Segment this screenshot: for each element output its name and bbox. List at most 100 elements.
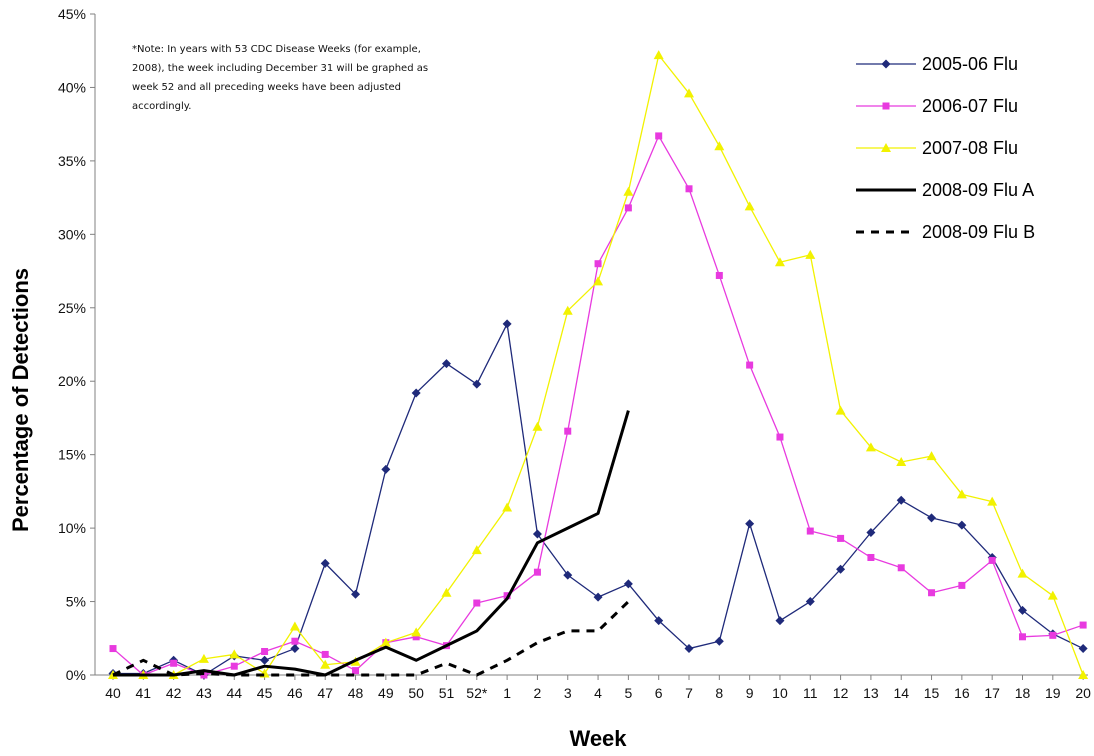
x-tick-label: 41 xyxy=(136,685,152,701)
data-point xyxy=(533,568,541,576)
data-point xyxy=(441,359,451,369)
data-point xyxy=(956,489,967,499)
x-tick-label: 11 xyxy=(803,685,818,701)
data-point xyxy=(805,249,816,259)
data-point xyxy=(835,405,846,415)
legend-label: 2006-07 Flu xyxy=(922,96,1018,116)
data-point xyxy=(926,451,937,461)
data-point xyxy=(896,457,907,467)
data-point xyxy=(593,592,603,602)
data-point xyxy=(563,570,573,580)
data-point xyxy=(321,650,329,658)
data-point xyxy=(441,587,452,597)
data-point xyxy=(109,645,117,653)
x-tick-label: 40 xyxy=(105,685,121,701)
data-point xyxy=(352,667,360,675)
note-line: accordingly. xyxy=(132,101,191,112)
data-point xyxy=(624,204,632,212)
data-point xyxy=(380,637,391,647)
data-point xyxy=(260,655,270,665)
data-point xyxy=(867,553,875,561)
data-point xyxy=(320,659,331,669)
legend-item: 2005-06 Flu xyxy=(856,54,1018,74)
data-point xyxy=(593,276,604,286)
data-point xyxy=(411,388,421,398)
y-tick-label: 45% xyxy=(58,6,86,22)
data-point xyxy=(471,545,482,555)
data-point xyxy=(744,201,755,211)
y-tick-label: 35% xyxy=(58,153,86,169)
legend-marker xyxy=(882,102,890,110)
x-tick-label: 2 xyxy=(534,685,542,701)
data-point xyxy=(1017,568,1028,578)
data-point xyxy=(502,319,512,329)
y-axis-title: Percentage of Detections xyxy=(8,268,33,532)
legend-label: 2008-09 Flu A xyxy=(922,180,1034,200)
data-point xyxy=(745,519,755,529)
data-point xyxy=(623,186,634,196)
data-point xyxy=(837,534,845,542)
data-point xyxy=(896,495,906,505)
data-point xyxy=(1049,631,1057,639)
data-point xyxy=(532,421,543,431)
series-0 xyxy=(108,319,1088,680)
data-point xyxy=(198,653,209,663)
data-point xyxy=(774,257,785,267)
x-tick-label: 9 xyxy=(746,685,754,701)
x-tick-label: 7 xyxy=(685,685,693,701)
data-point xyxy=(290,644,300,654)
x-tick-label: 15 xyxy=(924,685,940,701)
legend-label: 2007-08 Flu xyxy=(922,138,1018,158)
data-point xyxy=(866,528,876,538)
data-point xyxy=(684,644,694,654)
legend-item: 2007-08 Flu xyxy=(856,138,1018,158)
data-point xyxy=(715,271,723,279)
data-point xyxy=(746,361,754,369)
data-point xyxy=(655,132,663,140)
x-axis-ticks: 40 41 42 43 44 45 46 47 48 49 50 51 52* 1 2 3 4 5 6 7 8 9 10 11… xyxy=(105,675,1091,701)
x-tick-label: 13 xyxy=(863,685,879,701)
y-tick-label: 10% xyxy=(58,520,86,536)
y-tick-label: 30% xyxy=(58,226,86,242)
series-line xyxy=(112,600,630,677)
x-tick-label: 12 xyxy=(833,685,849,701)
note-line: 2008), the week including December 31 wi… xyxy=(132,63,428,74)
data-point xyxy=(714,141,725,151)
x-tick-label: 49 xyxy=(378,685,394,701)
x-tick-label: 45 xyxy=(257,685,273,701)
x-tick-label: 20 xyxy=(1075,685,1091,701)
data-point xyxy=(653,50,664,60)
x-tick-label: 4 xyxy=(594,685,602,701)
x-tick-label: 44 xyxy=(226,685,242,701)
data-point xyxy=(776,433,784,441)
data-point xyxy=(1078,670,1089,679)
data-point xyxy=(472,379,482,389)
x-tick-label: 17 xyxy=(984,685,1000,701)
series-line xyxy=(113,323,1084,676)
x-tick-label: 52* xyxy=(466,685,488,701)
legend-item: 2006-07 Flu xyxy=(856,96,1018,116)
x-tick-label: 16 xyxy=(954,685,970,701)
x-tick-label: 43 xyxy=(196,685,212,701)
legend-marker xyxy=(881,143,891,152)
data-point xyxy=(320,558,330,568)
y-tick-label: 40% xyxy=(58,79,86,95)
series-line xyxy=(113,410,630,677)
data-point xyxy=(714,636,724,646)
data-point xyxy=(473,599,481,607)
note-line: *Note: In years with 53 CDC Disease Week… xyxy=(132,44,421,55)
data-point xyxy=(289,621,300,631)
data-point xyxy=(532,529,542,539)
data-point xyxy=(623,579,633,589)
data-point xyxy=(291,637,299,645)
series-3 xyxy=(113,410,630,677)
legend-label: 2008-09 Flu B xyxy=(922,222,1035,242)
data-point xyxy=(684,88,695,98)
chart-note: *Note: In years with 53 CDC Disease Week… xyxy=(132,44,428,112)
x-tick-label: 51 xyxy=(439,685,455,701)
series-layer xyxy=(108,50,1089,680)
data-point xyxy=(411,627,422,637)
y-tick-label: 20% xyxy=(58,373,86,389)
data-point xyxy=(1017,605,1027,615)
